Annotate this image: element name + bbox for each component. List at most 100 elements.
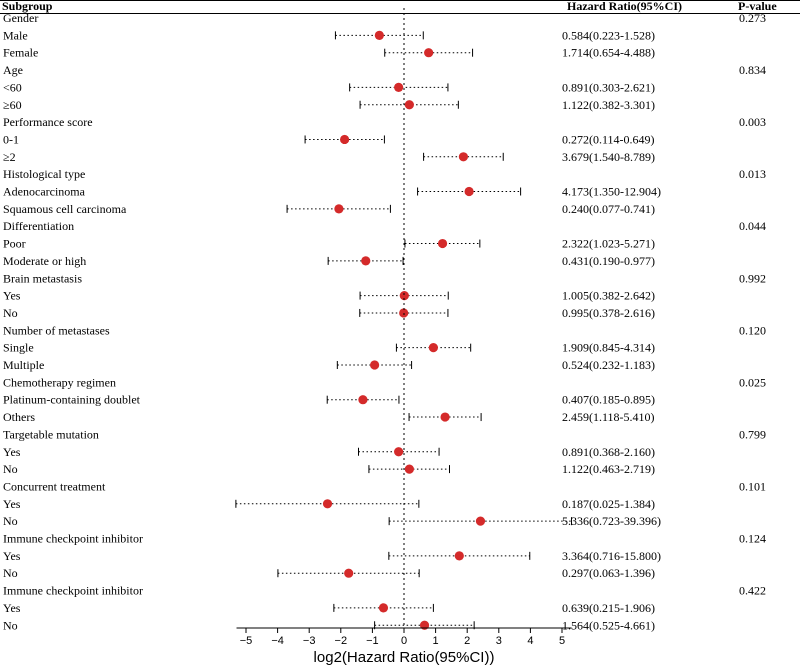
p-value: 0.992	[739, 271, 766, 285]
subgroup-label: Others	[3, 410, 35, 424]
hazard-ratio-text: 3.679(1.540-8.789)	[562, 150, 655, 164]
p-value: 0.120	[739, 323, 766, 337]
point-estimate	[322, 499, 333, 509]
subgroup-label: Moderate or high	[3, 254, 86, 268]
point-estimate	[358, 395, 368, 405]
x-tick-label: −1	[366, 635, 379, 647]
hazard-ratio-text: 2.322(1.023-5.271)	[562, 237, 655, 251]
x-tick-label: −4	[271, 635, 284, 647]
header-p-value: P-value	[738, 0, 777, 13]
subgroup-label: No	[3, 566, 18, 580]
hazard-ratio-text: 1.122(0.382-3.301)	[562, 98, 655, 112]
hazard-ratio-text: 0.524(0.232-1.183)	[562, 358, 655, 372]
subgroup-label: Yes	[3, 445, 21, 459]
hazard-ratio-text: 0.584(0.223-1.528)	[562, 28, 655, 42]
p-value: 0.422	[739, 584, 766, 598]
group-label: Number of metastases	[3, 323, 110, 337]
subgroup-label: ≥60	[3, 98, 22, 112]
group-label: Immune checkpoint inhibitor	[3, 532, 143, 546]
group-label: Chemotherapy regimen	[3, 375, 116, 389]
subgroup-label: Yes	[3, 549, 21, 563]
hazard-ratio-text: 5.336(0.723-39.396)	[562, 514, 661, 528]
group-label: Age	[3, 63, 23, 77]
subgroup-label: Male	[3, 28, 28, 42]
header-subgroup: Subgroup	[2, 0, 53, 13]
hazard-ratio-text: 1.909(0.845-4.314)	[562, 341, 655, 355]
p-value: 0.003	[739, 115, 766, 129]
hazard-ratio-text: 0.272(0.114-0.649)	[562, 132, 655, 146]
x-tick-label: 0	[401, 635, 407, 647]
p-value: 0.799	[739, 427, 766, 441]
group-label: Gender	[3, 11, 38, 25]
p-value: 0.101	[739, 479, 766, 493]
p-value: 0.834	[739, 63, 766, 77]
hazard-ratio-text: 0.891(0.303-2.621)	[562, 80, 655, 94]
x-tick-label: 2	[464, 635, 470, 647]
x-tick-label: 5	[559, 635, 565, 647]
point-estimate	[428, 343, 438, 353]
point-estimate	[361, 256, 371, 266]
point-estimate	[394, 447, 404, 457]
point-estimate	[334, 204, 344, 214]
point-estimate	[458, 152, 469, 162]
hazard-ratio-text: 3.364(0.716-15.800)	[562, 549, 661, 563]
x-tick-label: 3	[496, 635, 502, 647]
subgroup-label: Yes	[3, 601, 21, 615]
x-tick-label: −5	[240, 635, 253, 647]
point-estimate	[440, 412, 450, 422]
point-estimate	[437, 238, 448, 249]
hazard-ratio-text: 1.005(0.382-2.642)	[562, 289, 655, 303]
subgroup-label: Multiple	[3, 358, 44, 372]
hazard-ratio-text: 0.297(0.063-1.396)	[562, 566, 655, 580]
hazard-ratio-text: 0.240(0.077-0.741)	[562, 202, 655, 216]
point-estimate	[464, 186, 474, 197]
x-tick-label: 1	[433, 635, 439, 647]
hazard-ratio-text: 2.459(1.118-5.410)	[562, 410, 655, 424]
point-estimate	[378, 603, 389, 613]
point-estimate	[424, 48, 434, 58]
subgroup-label: Single	[3, 341, 34, 355]
subgroup-label: Yes	[3, 497, 21, 511]
point-estimate	[374, 30, 384, 40]
hazard-ratio-text: 1.714(0.654-4.488)	[562, 46, 655, 60]
p-value: 0.044	[739, 219, 766, 233]
hazard-ratio-text: 4.173(1.350-12.904)	[562, 185, 661, 199]
group-label: Concurrent treatment	[3, 479, 106, 493]
group-label: Performance score	[3, 115, 93, 129]
hazard-ratio-text: 0.431(0.190-0.977)	[562, 254, 655, 268]
subgroup-label: No	[3, 618, 18, 632]
p-value: 0.273	[739, 11, 766, 25]
point-estimate	[370, 360, 380, 370]
p-value: 0.013	[739, 167, 766, 181]
point-estimate	[454, 551, 464, 561]
x-axis: −5 −4 −3 −2 −1 0 1 2 3 4 5	[236, 627, 572, 647]
subgroup-label: <60	[3, 80, 22, 94]
rows-layer: Gender 0.273 Male 0.584(0.223-1.528) Female 1…	[3, 11, 766, 632]
subgroup-label: Yes	[3, 289, 21, 303]
group-label: Brain metastasis	[3, 271, 82, 285]
point-estimate	[404, 100, 414, 110]
hazard-ratio-text: 0.407(0.185-0.895)	[562, 393, 655, 407]
subgroup-label: 0-1	[3, 132, 19, 146]
point-estimate	[399, 308, 409, 318]
x-axis-label: log2(Hazard Ratio(95%CI))	[314, 649, 495, 666]
x-tick-label: −3	[303, 635, 316, 647]
point-estimate	[344, 568, 354, 578]
hazard-ratio-text: 1.122(0.463-2.719)	[562, 462, 655, 476]
subgroup-label: Poor	[3, 237, 26, 251]
hazard-ratio-text: 0.187(0.025-1.384)	[562, 497, 655, 511]
point-estimate	[339, 134, 350, 145]
group-label: Differentiation	[3, 219, 74, 233]
hazard-ratio-text: 0.891(0.368-2.160)	[562, 445, 655, 459]
group-label: Targetable mutation	[3, 427, 99, 441]
header-hazard-ratio: Hazard Ratio(95%CI)	[567, 0, 682, 13]
hazard-ratio-text: 1.564(0.525-4.661)	[562, 618, 655, 632]
p-value: 0.025	[739, 375, 766, 389]
subgroup-label: Female	[3, 46, 38, 60]
subgroup-label: Platinum-containing doublet	[3, 393, 141, 407]
x-tick-label: −2	[335, 635, 348, 647]
x-tick-label: 4	[527, 635, 533, 647]
point-estimate	[394, 82, 404, 92]
point-estimate	[399, 291, 409, 301]
